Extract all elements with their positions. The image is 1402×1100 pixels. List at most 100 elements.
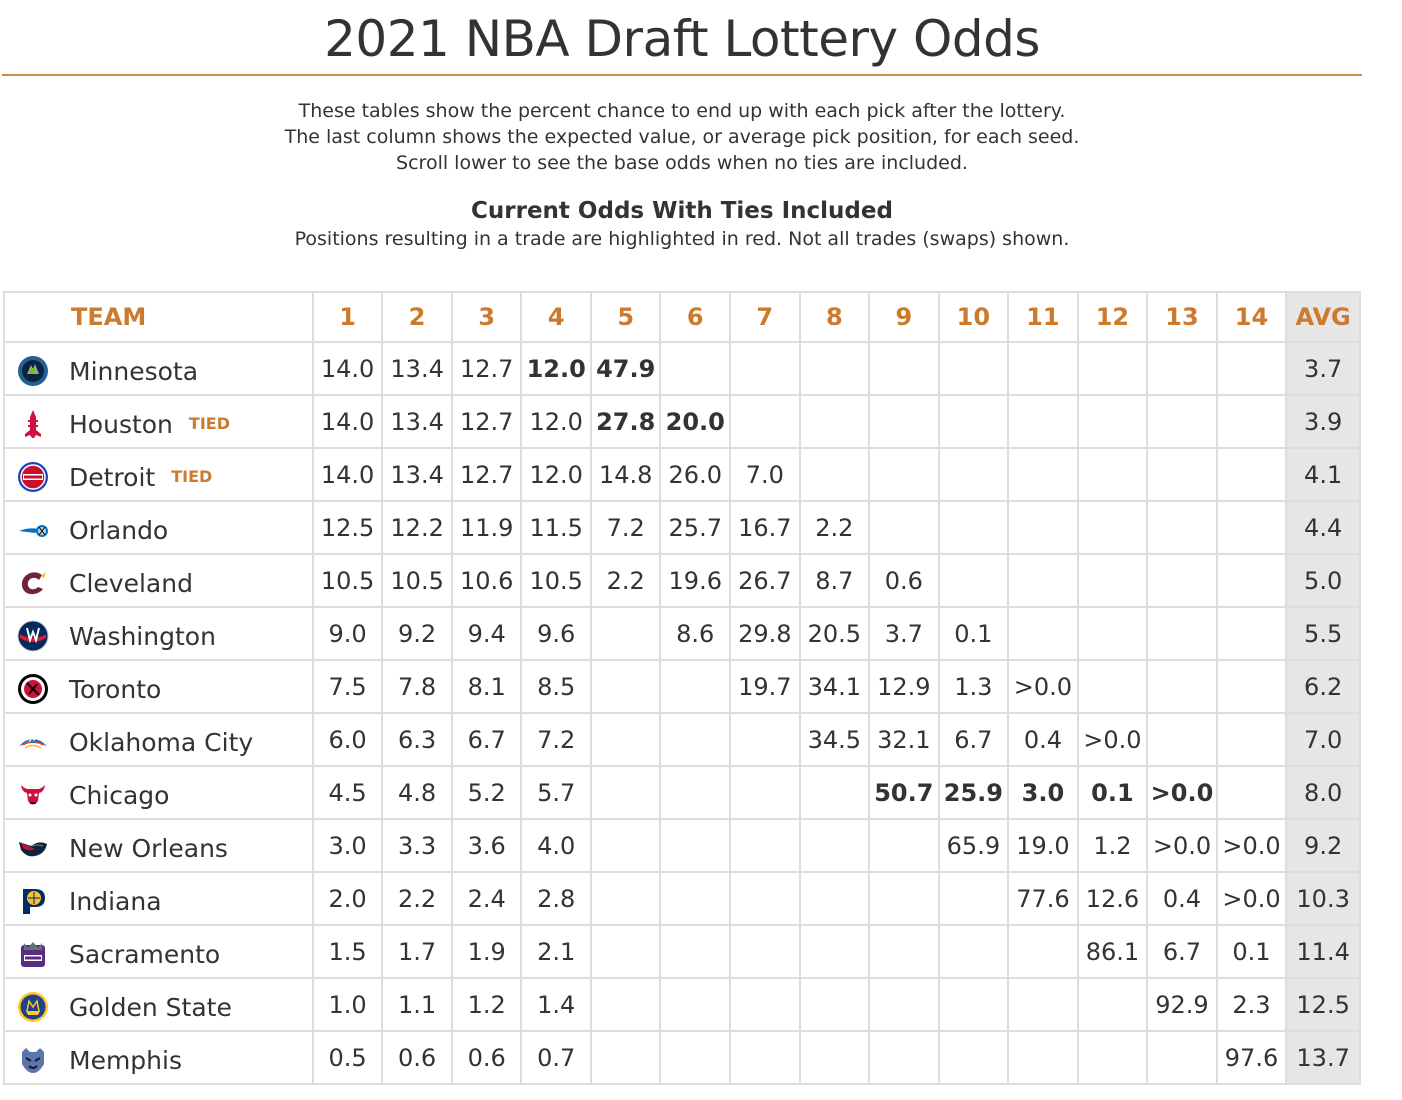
avg-pick-cell: 9.2 xyxy=(1285,818,1361,873)
avg-pick-cell: 6.2 xyxy=(1285,659,1361,714)
pick-odds-cell: 12.0 xyxy=(520,341,592,396)
team-name: Minnesota xyxy=(69,357,199,386)
pick-odds-cell: 26.7 xyxy=(729,553,801,608)
pick-odds-cell xyxy=(659,341,732,396)
pick-odds-cell xyxy=(1007,977,1079,1032)
pick-odds-cell xyxy=(937,977,1010,1032)
pick-odds-cell xyxy=(1215,606,1288,661)
thunder-logo xyxy=(17,726,49,758)
pick-odds-cell: 3.0 xyxy=(311,818,384,873)
pick-odds-cell xyxy=(868,977,940,1032)
pick-odds-cell xyxy=(729,871,801,926)
intro-line: Scroll lower to see the base odds when n… xyxy=(396,152,968,174)
pick-odds-cell: 9.4 xyxy=(450,606,523,661)
pick-odds-cell xyxy=(1076,341,1149,396)
column-header-pick: 1 xyxy=(311,291,384,343)
pick-odds-cell: 12.7 xyxy=(450,447,523,502)
pick-odds-cell: 10.5 xyxy=(381,553,453,608)
team-cell: Detroit TIED xyxy=(3,447,314,502)
tied-badge: TIED xyxy=(188,414,230,433)
team-cell: Memphis xyxy=(3,1030,314,1085)
team-cell: Sacramento xyxy=(3,924,314,979)
pick-odds-cell xyxy=(589,606,662,661)
column-header-pick: 2 xyxy=(381,291,453,343)
pick-odds-cell: 2.0 xyxy=(311,871,384,926)
column-header-pick: 4 xyxy=(520,291,592,343)
pick-odds-cell: >0.0 xyxy=(1007,659,1079,714)
pick-odds-cell: 19.6 xyxy=(659,553,732,608)
page-header: 2021 NBA Draft Lottery Odds xyxy=(2,0,1362,76)
pick-odds-cell: 12.7 xyxy=(450,341,523,396)
pick-odds-cell: 11.5 xyxy=(520,500,592,555)
avg-pick-cell: 5.5 xyxy=(1285,606,1361,661)
team-name: Sacramento xyxy=(69,940,221,969)
pick-odds-cell: 13.4 xyxy=(381,394,453,449)
pick-odds-cell xyxy=(868,500,940,555)
column-header-pick: 9 xyxy=(868,291,940,343)
pistons-logo xyxy=(17,461,49,493)
pick-odds-cell: 3.6 xyxy=(450,818,523,873)
column-header-pick: 10 xyxy=(937,291,1010,343)
pick-odds-cell: 11.9 xyxy=(450,500,523,555)
team-name: Houston xyxy=(69,410,173,439)
cavaliers-logo xyxy=(17,567,49,599)
pick-odds-cell: 7.2 xyxy=(520,712,592,767)
pick-odds-cell: 26.0 xyxy=(659,447,732,502)
table-row: Golden State 1.0 1.1 1.2 1.4 92.9 2.3 12.5 xyxy=(3,977,1361,1032)
table-row: Chicago 4.5 4.8 5.2 5.7 50.7 25.9 3.0 0.1 >0.0 8.0 xyxy=(3,765,1361,820)
pick-odds-cell: 3.7 xyxy=(868,606,940,661)
pick-odds-cell: 14.8 xyxy=(589,447,662,502)
team-name: Indiana xyxy=(69,887,162,916)
pick-odds-cell: 77.6 xyxy=(1007,871,1079,926)
pick-odds-cell xyxy=(798,871,871,926)
pick-odds-cell xyxy=(729,712,801,767)
avg-pick-cell: 5.0 xyxy=(1285,553,1361,608)
table-row: Orlando 12.5 12.2 11.9 11.5 7.2 25.7 16.7 2.2 4.4 xyxy=(3,500,1361,555)
pick-odds-cell: 1.0 xyxy=(311,977,384,1032)
pick-odds-cell: 2.1 xyxy=(520,924,592,979)
pick-odds-cell: 13.4 xyxy=(381,341,453,396)
column-header-team: TEAM xyxy=(3,291,314,343)
table-body: Minnesota 14.0 13.4 12.7 12.0 47.9 3.7 Houston T… xyxy=(3,341,1361,1085)
pick-odds-cell xyxy=(659,871,732,926)
pick-odds-cell xyxy=(589,765,662,820)
column-header-pick: 13 xyxy=(1146,291,1218,343)
pick-odds-cell xyxy=(937,924,1010,979)
column-header-pick: 7 xyxy=(729,291,801,343)
avg-pick-cell: 3.9 xyxy=(1285,394,1361,449)
pick-odds-cell: 27.8 xyxy=(589,394,662,449)
table-header-row: TEAM 1 2 3 4 5 6 7 8 9 10 11 12 13 14 AVG xyxy=(3,291,1361,343)
pick-odds-cell: 1.3 xyxy=(937,659,1010,714)
team-cell: Oklahoma City xyxy=(3,712,314,767)
pick-odds-cell xyxy=(868,341,940,396)
team-name: Chicago xyxy=(69,781,170,810)
pick-odds-cell: 65.9 xyxy=(937,818,1010,873)
pick-odds-cell: 9.0 xyxy=(311,606,384,661)
magic-logo xyxy=(17,514,49,546)
pick-odds-cell xyxy=(659,818,732,873)
pick-odds-cell: 0.1 xyxy=(1076,765,1149,820)
pick-odds-cell: 92.9 xyxy=(1146,977,1218,1032)
pick-odds-cell xyxy=(659,712,732,767)
intro-line: The last column shows the expected value… xyxy=(284,126,1080,148)
column-header-pick: 12 xyxy=(1076,291,1149,343)
pick-odds-cell: 12.9 xyxy=(868,659,940,714)
pick-odds-cell xyxy=(1215,765,1288,820)
team-name: Oklahoma City xyxy=(69,728,254,757)
pick-odds-cell: >0.0 xyxy=(1076,712,1149,767)
pick-odds-cell: 9.2 xyxy=(381,606,453,661)
pick-odds-cell: 10.5 xyxy=(311,553,384,608)
pick-odds-cell: 1.4 xyxy=(520,977,592,1032)
pick-odds-cell: 1.2 xyxy=(1076,818,1149,873)
pick-odds-cell xyxy=(589,871,662,926)
pick-odds-cell: 10.5 xyxy=(520,553,592,608)
pick-odds-cell xyxy=(937,553,1010,608)
pick-odds-cell: 1.1 xyxy=(381,977,453,1032)
team-name: New Orleans xyxy=(69,834,228,863)
pick-odds-cell: 1.2 xyxy=(450,977,523,1032)
pick-odds-cell: 6.0 xyxy=(311,712,384,767)
pick-odds-cell xyxy=(729,1030,801,1085)
pick-odds-cell xyxy=(798,818,871,873)
table-row: Indiana 2.0 2.2 2.4 2.8 77.6 12.6 0.4 >0.0 10.3 xyxy=(3,871,1361,926)
pick-odds-cell xyxy=(1076,977,1149,1032)
